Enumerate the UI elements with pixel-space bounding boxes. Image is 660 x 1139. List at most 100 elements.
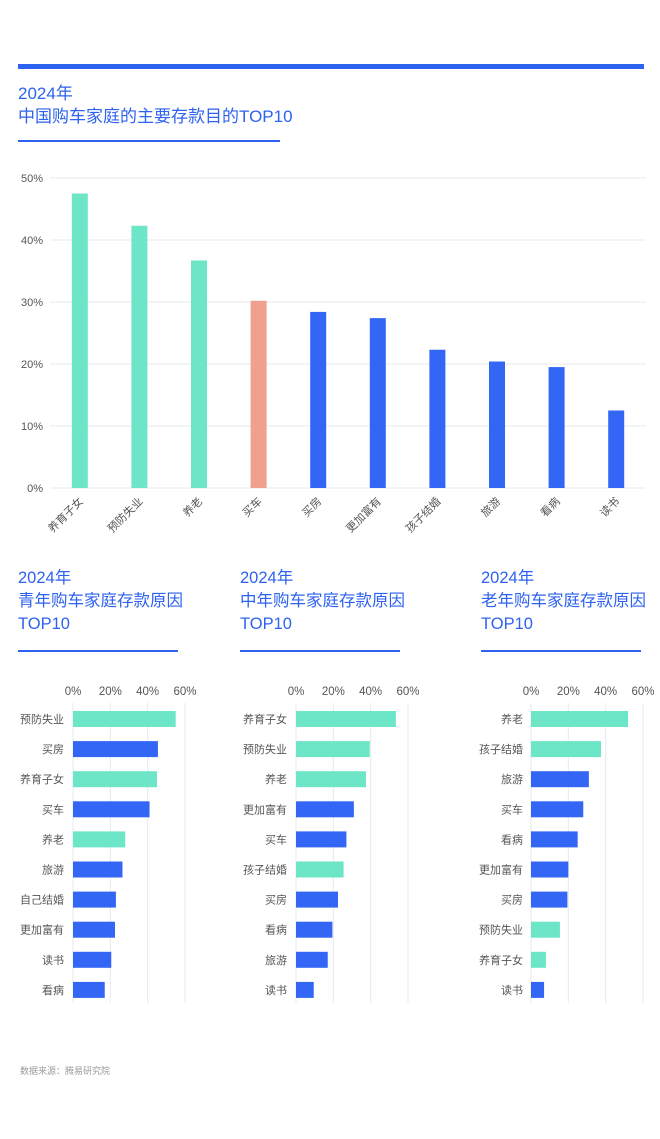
youth-x-tick-label: 60% — [173, 686, 196, 698]
youth-title-text: 青年购车家庭存款原因 — [18, 592, 183, 610]
middle-age-category-label: 养育子女 — [243, 712, 287, 726]
main-x-tick-label: 买车 — [239, 494, 264, 519]
elderly-category-label: 看病 — [501, 832, 523, 846]
middle-age-bar — [296, 801, 354, 818]
main-x-tick-label: 养育子女 — [45, 494, 86, 535]
youth-category-label: 读书 — [42, 953, 64, 967]
middle-age-category-label: 买车 — [265, 832, 287, 846]
youth-title-year: 2024年 — [18, 569, 72, 587]
youth-bar — [73, 981, 105, 998]
main-bar — [250, 300, 267, 488]
youth-bar — [73, 741, 158, 758]
elderly-bar — [531, 981, 545, 998]
main-y-tick-label: 50% — [21, 173, 43, 185]
youth-bar — [73, 891, 116, 908]
main-y-tick-label: 20% — [21, 359, 43, 371]
middle-age-bar — [296, 861, 344, 878]
elderly-bar — [531, 831, 578, 848]
middle-age-title-underline — [240, 650, 400, 652]
elderly-panel-title: 2024年 老年购车家庭存款原因 TOP10 — [481, 567, 646, 636]
middle-age-title-top10: TOP10 — [240, 615, 292, 633]
youth-category-label: 买车 — [42, 802, 64, 816]
main-y-tick-label: 0% — [27, 483, 43, 495]
main-bar — [489, 361, 505, 488]
middle-age-panel-title: 2024年 中年购车家庭存款原因 TOP10 — [240, 567, 405, 636]
youth-category-label: 看病 — [42, 983, 64, 997]
main-bar — [608, 410, 625, 488]
elderly-x-tick-label: 60% — [631, 686, 654, 698]
youth-category-label: 自己结婚 — [20, 893, 64, 907]
elderly-category-label: 买房 — [501, 894, 523, 907]
middle-age-title-year: 2024年 — [240, 569, 294, 587]
middle-age-category-label: 旅游 — [265, 953, 287, 967]
youth-panel-title: 2024年 青年购车家庭存款原因 TOP10 — [18, 567, 183, 636]
top-accent-bar — [18, 64, 644, 69]
middle-age-category-label: 养老 — [265, 772, 287, 786]
youth-category-label: 更加富有 — [20, 923, 64, 937]
main-x-tick-label: 看病 — [537, 494, 562, 519]
elderly-bar — [531, 801, 584, 818]
youth-bar — [73, 711, 176, 727]
data-source-note: 数据来源：腾易研究院 — [20, 1066, 111, 1076]
elderly-category-label: 旅游 — [501, 772, 523, 786]
youth-category-label: 养老 — [42, 832, 64, 846]
main-bar — [310, 311, 327, 488]
elderly-bar — [531, 921, 560, 938]
youth-x-tick-label: 40% — [136, 686, 159, 698]
middle-age-x-tick-label: 0% — [288, 686, 305, 698]
youth-bar — [73, 951, 112, 968]
elderly-category-label: 预防失业 — [479, 923, 523, 937]
youth-bar — [73, 861, 123, 878]
youth-bar — [73, 771, 157, 788]
elderly-x-tick-label: 20% — [557, 686, 580, 698]
elderly-bar — [531, 951, 546, 968]
middle-age-x-tick-label: 40% — [359, 686, 382, 698]
middle-age-x-tick-label: 20% — [322, 686, 345, 698]
middle-age-category-label: 预防失业 — [243, 742, 287, 756]
elderly-title-text: 老年购车家庭存款原因 — [481, 592, 646, 610]
main-bar — [191, 260, 207, 488]
main-title-year: 2024年 — [18, 84, 73, 103]
middle-age-category-label: 看病 — [265, 923, 287, 937]
main-x-tick-label: 预防失业 — [105, 494, 146, 535]
elderly-title-year: 2024年 — [481, 569, 535, 587]
main-y-tick-label: 40% — [21, 235, 43, 247]
elderly-title-top10: TOP10 — [481, 615, 533, 633]
middle-age-category-label: 读书 — [265, 983, 287, 997]
main-y-tick-label: 10% — [21, 421, 43, 433]
main-title-underline — [18, 140, 280, 142]
main-x-tick-label: 读书 — [597, 494, 622, 519]
main-y-tick-label: 30% — [21, 297, 43, 309]
elderly-x-tick-label: 0% — [523, 686, 540, 698]
elderly-bar — [531, 741, 601, 758]
main-bar — [71, 193, 88, 488]
main-title-text: 中国购车家庭的主要存款目的TOP10 — [18, 107, 293, 126]
middle-age-bar — [296, 831, 347, 848]
elderly-category-label: 更加富有 — [479, 863, 523, 877]
middle-age-bar — [296, 771, 366, 788]
youth-category-label: 买房 — [42, 743, 64, 756]
youth-bar — [73, 831, 126, 848]
elderly-bar — [531, 771, 589, 788]
middle-age-bar — [296, 951, 328, 968]
youth-x-tick-label: 20% — [99, 686, 122, 698]
youth-title-top10: TOP10 — [18, 615, 70, 633]
elderly-category-label: 孩子结婚 — [479, 742, 523, 756]
youth-category-label: 旅游 — [42, 863, 64, 877]
youth-category-label: 预防失业 — [20, 712, 64, 726]
middle-age-category-label: 孩子结婚 — [243, 863, 287, 877]
main-x-tick-label: 养老 — [180, 494, 205, 519]
elderly-category-label: 读书 — [501, 983, 523, 997]
youth-bar — [73, 921, 115, 938]
elderly-category-label: 养老 — [501, 712, 523, 726]
elderly-bar — [531, 711, 629, 727]
middle-age-bar — [296, 891, 338, 908]
youth-title-underline — [18, 650, 178, 652]
youth-x-tick-label: 0% — [65, 686, 82, 698]
main-x-tick-label: 更加富有 — [343, 494, 384, 535]
main-bar — [369, 318, 386, 488]
elderly-category-label: 买车 — [501, 802, 523, 816]
elderly-category-label: 养育子女 — [479, 953, 523, 967]
middle-age-bar — [296, 711, 396, 727]
